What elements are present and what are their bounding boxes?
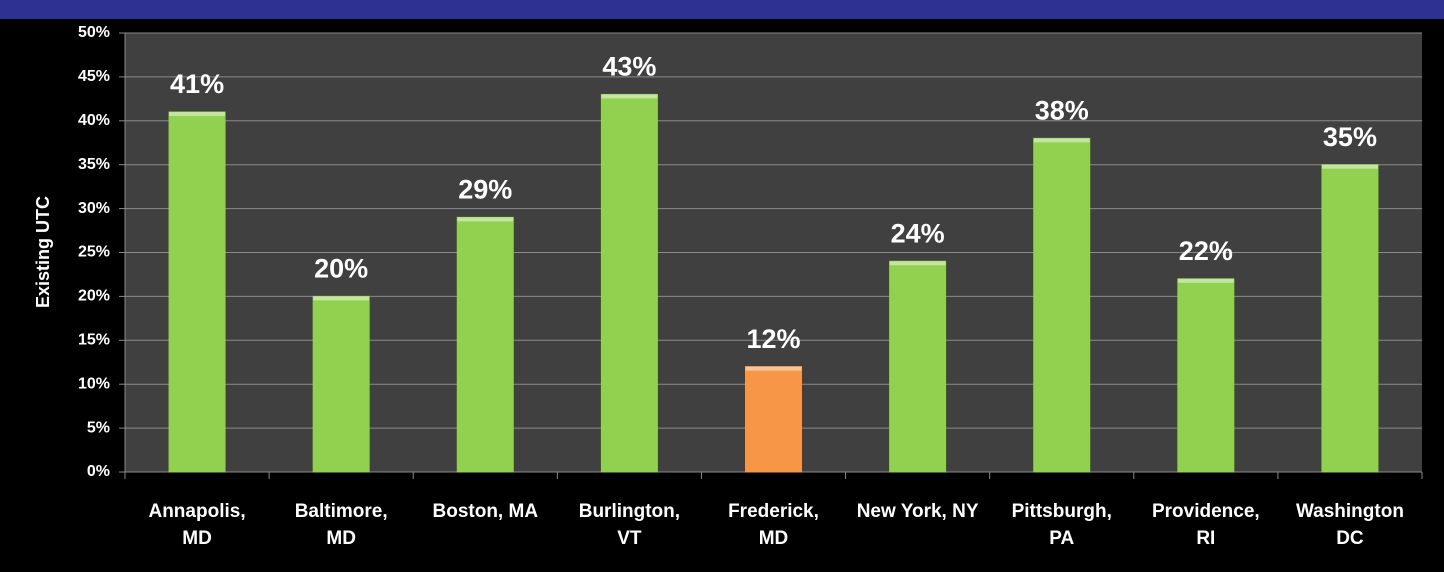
bar — [889, 260, 947, 473]
y-tick-label: 20% — [78, 288, 110, 305]
x-tick-label-line: Providence, — [1152, 501, 1260, 522]
y-tick-label: 45% — [78, 68, 110, 85]
x-tick-label: Providence, RI — [1152, 501, 1260, 549]
x-tick-label: New York, NY — [857, 501, 979, 522]
bar-highlight — [169, 112, 226, 117]
x-tick-label-line: MD — [759, 528, 789, 549]
value-label: 12% — [746, 324, 800, 354]
x-tick-label-line: PA — [1049, 528, 1074, 549]
bar-highlight — [1033, 138, 1090, 143]
bar — [1177, 278, 1235, 473]
y-tick-label: 10% — [78, 375, 110, 392]
x-tick-label: Annapolis, MD — [148, 501, 245, 549]
y-tick-label: 50% — [78, 24, 110, 41]
x-tick-label-line: RI — [1196, 528, 1215, 549]
y-tick-label: 0% — [87, 463, 110, 480]
y-tick-label: 40% — [78, 112, 110, 129]
y-tick-label: 15% — [78, 332, 110, 349]
x-tick-label-line: VT — [617, 528, 642, 549]
x-tick-label-line: New York, NY — [857, 501, 979, 522]
x-tick-label: Pittsburgh, PA — [1012, 501, 1112, 549]
bar-highlight — [745, 366, 802, 371]
x-tick-label-line: MD — [182, 528, 212, 549]
x-tick-label-line: Annapolis, — [148, 501, 245, 522]
x-tick-label: Frederick, MD — [728, 501, 819, 549]
y-tick-label: 30% — [78, 200, 110, 217]
bar — [1321, 164, 1379, 473]
value-label: 22% — [1179, 236, 1233, 266]
bar-highlight — [889, 261, 946, 266]
bar — [745, 366, 802, 473]
bar-highlight — [1177, 278, 1234, 283]
value-label: 43% — [602, 52, 656, 82]
bar-highlight — [601, 94, 658, 99]
bar-highlight — [313, 296, 370, 301]
x-tick-label-line: Baltimore, — [295, 501, 388, 522]
bar — [600, 93, 658, 473]
x-tick-label: Baltimore, MD — [295, 501, 388, 549]
x-tick-label-line: Boston, MA — [433, 501, 539, 522]
x-tick-label: Boston, MA — [433, 501, 539, 522]
x-tick-label: Burlington, VT — [579, 501, 680, 549]
bar-highlight — [457, 217, 514, 222]
x-tick-label-line: Pittsburgh, — [1012, 501, 1112, 522]
value-label: 24% — [891, 218, 945, 248]
bar — [456, 216, 514, 473]
bar — [1033, 137, 1091, 473]
value-label: 38% — [1035, 95, 1089, 125]
x-tick-label: Washington DC — [1296, 501, 1404, 549]
x-tick-label-line: Burlington, — [579, 501, 680, 522]
x-tick-label-line: DC — [1336, 528, 1364, 549]
bar — [168, 111, 226, 473]
bar-highlight — [1321, 164, 1378, 169]
y-axis-label: Existing UTC — [33, 196, 53, 308]
value-label: 20% — [314, 254, 368, 284]
value-label: 29% — [458, 175, 512, 205]
x-tick-label-line: Washington — [1296, 501, 1404, 522]
value-label: 35% — [1323, 122, 1377, 152]
x-tick-label-line: Frederick, — [728, 501, 819, 522]
value-label: 41% — [170, 69, 224, 99]
y-tick-label: 35% — [78, 156, 110, 173]
x-tick-label-line: MD — [326, 528, 356, 549]
y-tick-label: 5% — [87, 419, 110, 436]
bar — [312, 295, 370, 473]
header-band — [0, 0, 1444, 19]
y-tick-label: 25% — [78, 244, 110, 261]
